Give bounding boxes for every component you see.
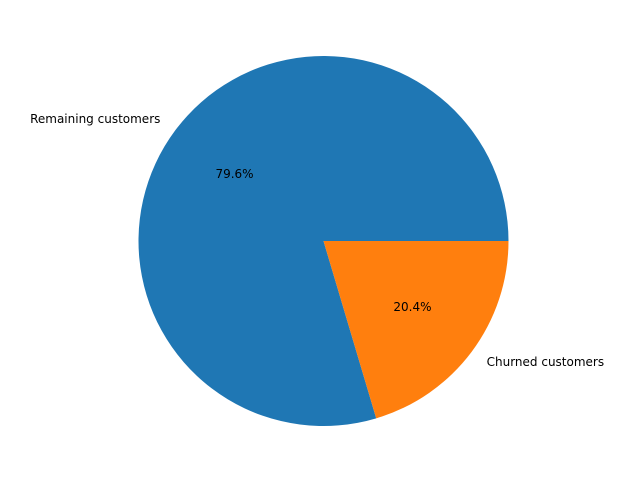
pie-labels: Remaining customers 79.6% Churned customer… (30, 112, 604, 369)
slice-label: Churned customers (487, 355, 605, 369)
pie-slices (138, 56, 509, 427)
slice-percent-label: 79.6% (215, 167, 253, 181)
pie-slice-remaining-customers (138, 56, 509, 427)
slice-label: Remaining customers (30, 112, 160, 126)
slice-percent-label: 20.4% (393, 300, 431, 314)
pie-slice-churned-customers (323, 241, 509, 419)
